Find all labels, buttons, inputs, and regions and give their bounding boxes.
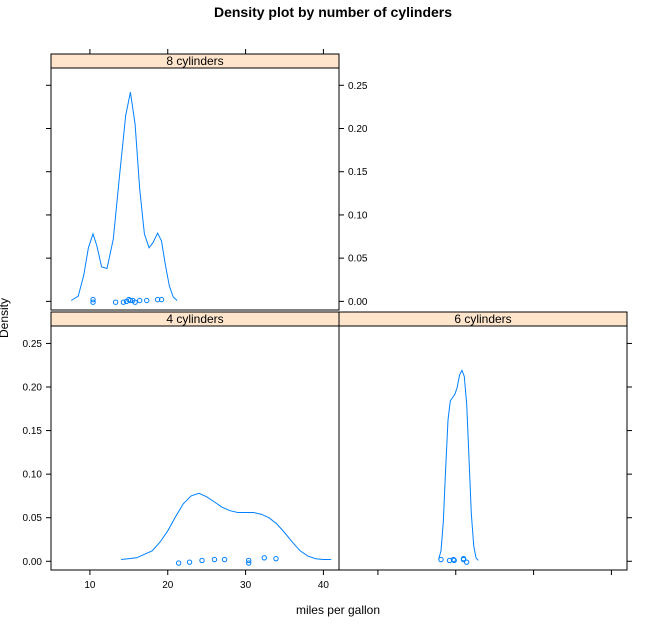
data-point (273, 555, 279, 562)
data-point (246, 560, 252, 566)
data-point (246, 557, 252, 564)
y-tick-label: 0.10 (23, 470, 43, 481)
x-tick-label: 10 (84, 580, 96, 591)
y-tick-label: 0.25 (348, 81, 368, 92)
data-point (211, 556, 218, 563)
data-point (221, 556, 228, 563)
data-point (451, 557, 457, 564)
data-point (460, 556, 467, 563)
y-tick-label: 0.05 (348, 254, 368, 265)
density-line (121, 492, 332, 560)
y-tick-label: 0.20 (23, 383, 43, 394)
data-point (199, 557, 205, 564)
data-point (175, 560, 182, 566)
data-point (112, 299, 119, 305)
density-line (438, 369, 479, 561)
data-point (90, 299, 96, 305)
panel-frame (338, 325, 628, 571)
data-point (120, 299, 127, 305)
x-axis-label: miles per gallon (296, 603, 380, 617)
data-point (158, 296, 165, 303)
panel-strip-label: 4 cylinders (166, 312, 223, 326)
data-point (132, 299, 138, 305)
y-tick-label: 0.15 (23, 426, 43, 437)
data-point (438, 556, 444, 563)
data-point (144, 297, 150, 304)
data-point (137, 297, 143, 304)
panel-strip-label: 8 cylinders (166, 54, 223, 68)
chart-title: Density plot by number of cylinders (214, 4, 452, 20)
x-tick-label: 20 (162, 580, 174, 591)
y-axis-label: Density (0, 298, 11, 338)
plot-layer: 4 cylinders 0.00 0.05 0.10 0.15 0.20 0.25 10 20 3… (23, 49, 632, 591)
y-tick-label: 0.20 (348, 124, 368, 135)
data-point (127, 297, 134, 304)
x-tick-label: 40 (318, 580, 330, 591)
x-tick-label: 30 (240, 580, 252, 591)
data-point (90, 296, 96, 303)
y-tick-label: 0.15 (348, 167, 368, 178)
density-line (70, 92, 178, 301)
y-tick-label: 0.05 (23, 513, 43, 524)
panel-frame (50, 325, 340, 571)
data-point (450, 556, 457, 563)
y-tick-label: 0.10 (348, 210, 368, 221)
data-point (463, 559, 470, 565)
panel-strip-label: 6 cylinders (454, 312, 511, 326)
data-point (261, 555, 267, 561)
data-point (186, 559, 193, 565)
y-tick-label: 0.00 (23, 557, 43, 568)
data-point (154, 296, 161, 303)
y-tick-label: 0.00 (348, 297, 368, 308)
panel-frame (50, 67, 340, 311)
y-tick-label: 0.25 (23, 339, 43, 350)
